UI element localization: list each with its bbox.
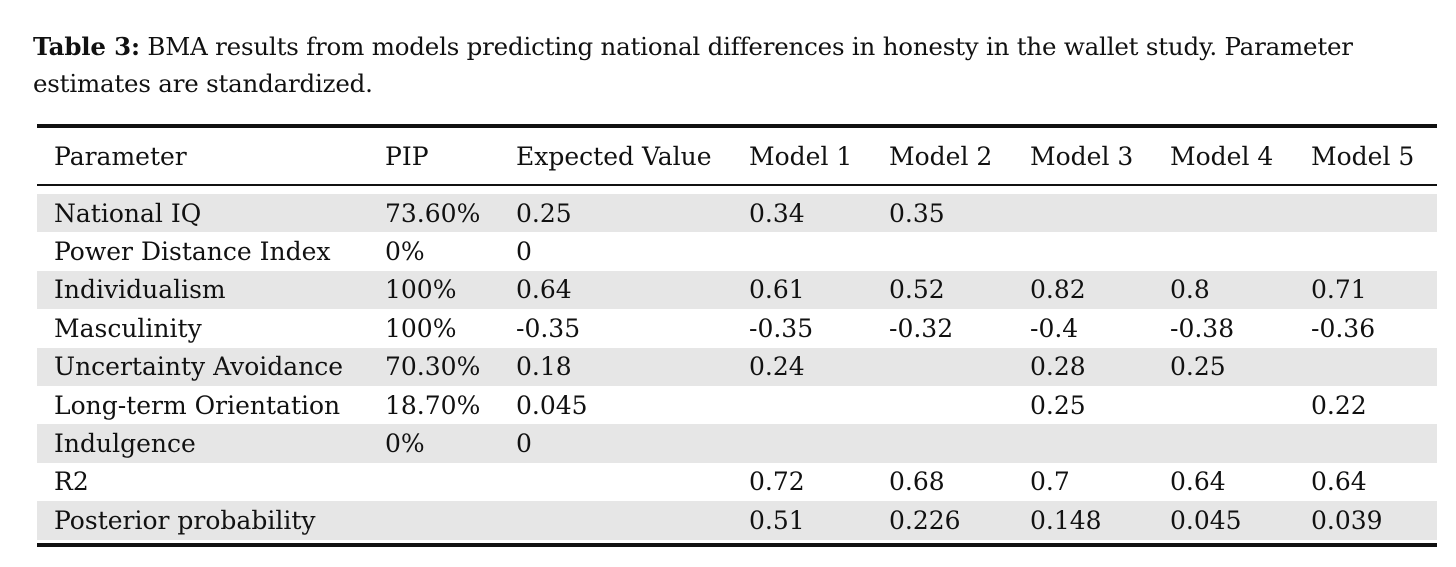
cell-model-1: 0.72 [749, 467, 805, 497]
table-row: Masculinity 100% -0.35 -0.35 -0.32 -0.4 -0.38 -… [37, 309, 1437, 347]
cell-model-3: 0.148 [1013, 501, 1153, 543]
caption-text: BMA results from models predicting natio… [33, 32, 1353, 98]
cell-parameter: Posterior probability [37, 501, 368, 543]
cell-model-3: 0.25 [1030, 390, 1086, 420]
table-header-rule [37, 184, 1437, 186]
cell-model-4: 0.64 [1170, 467, 1226, 497]
cell-model-4 [1153, 185, 1294, 233]
cell-model-4: 0.25 [1153, 347, 1294, 386]
cell-expected-value: 0.045 [516, 390, 588, 420]
cell-model-4: 0.045 [1153, 501, 1294, 543]
cell-pip: 73.60% [368, 185, 499, 233]
cell-model-5: 0.71 [1294, 270, 1437, 310]
cell-model-1 [732, 424, 872, 463]
cell-parameter: Indulgence [37, 424, 368, 463]
cell-pip: 100% [368, 270, 499, 310]
table-row: Long-term Orientation 18.70% 0.045 0.25 0.22 [37, 386, 1437, 424]
column-header-parameter: Parameter [54, 141, 187, 171]
cell-model-5: -0.36 [1311, 313, 1376, 343]
cell-pip: 0% [385, 237, 425, 267]
cell-model-5 [1294, 347, 1437, 386]
cell-pip [368, 501, 499, 543]
cell-parameter: National IQ [37, 185, 368, 233]
cell-model-3: 0.7 [1030, 467, 1070, 497]
cell-model-5: 0.22 [1311, 390, 1367, 420]
cell-model-1: 0.24 [732, 347, 872, 386]
table-row: Indulgence 0% 0 [37, 424, 1437, 463]
table-row: National IQ 73.60% 0.25 0.34 0.35 [37, 185, 1437, 233]
cell-model-4 [1153, 232, 1294, 270]
column-header-model-1: Model 1 [749, 141, 853, 171]
table-row: Posterior probability 0.51 0.226 0.148 0.045… [37, 501, 1437, 543]
cell-model-2: 0.226 [872, 501, 1013, 543]
cell-parameter: Power Distance Index [54, 237, 331, 267]
cell-model-4: 0.8 [1153, 270, 1294, 310]
cell-model-4 [1153, 424, 1294, 463]
cell-model-3 [1013, 424, 1153, 463]
table-row: Uncertainty Avoidance 70.30% 0.18 0.24 0.28 0… [37, 347, 1437, 386]
cell-model-1 [732, 232, 872, 270]
results-table: Parameter PIP Expected Value Model 1 Mod… [37, 128, 1437, 184]
column-header-expected-value: Expected Value [516, 141, 712, 171]
cell-model-2: 0.68 [889, 467, 945, 497]
cell-expected-value [499, 501, 732, 543]
cell-expected-value: 0.18 [499, 347, 732, 386]
cell-model-3 [1013, 232, 1153, 270]
column-header-model-4: Model 4 [1170, 141, 1274, 171]
cell-model-1: 0.34 [732, 185, 872, 233]
cell-parameter: Masculinity [54, 313, 202, 343]
cell-model-5 [1294, 232, 1437, 270]
table-header-row: Parameter PIP Expected Value Model 1 Mod… [37, 128, 1437, 184]
table-row: Power Distance Index 0% 0 [37, 232, 1437, 270]
results-table-body: National IQ 73.60% 0.25 0.34 0.35 Power Dista… [37, 185, 1437, 543]
cell-model-5 [1294, 424, 1437, 463]
cell-model-5: 0.039 [1294, 501, 1437, 543]
cell-model-2 [872, 386, 1013, 424]
cell-parameter: R2 [54, 467, 89, 497]
cell-model-3: -0.4 [1030, 313, 1079, 343]
cell-expected-value: 0 [499, 424, 732, 463]
cell-model-5: 0.64 [1311, 467, 1367, 497]
cell-expected-value: 0.25 [499, 185, 732, 233]
cell-expected-value: 0 [516, 237, 532, 267]
cell-model-3: 0.28 [1013, 347, 1153, 386]
cell-model-4: -0.38 [1170, 313, 1235, 343]
cell-model-3 [1013, 185, 1153, 233]
column-header-model-2: Model 2 [889, 141, 993, 171]
table-row: Individualism 100% 0.64 0.61 0.52 0.82 0.8 0.71 [37, 270, 1437, 310]
cell-expected-value: -0.35 [516, 313, 581, 343]
cell-model-2: 0.52 [872, 270, 1013, 310]
cell-model-1: 0.61 [732, 270, 872, 310]
cell-model-1 [732, 386, 872, 424]
cell-model-2: 0.35 [872, 185, 1013, 233]
cell-model-4 [1153, 386, 1294, 424]
results-table-container: Parameter PIP Expected Value Model 1 Mod… [37, 124, 1437, 547]
cell-pip: 0% [368, 424, 499, 463]
cell-pip: 100% [385, 313, 457, 343]
table-bottom-rule [37, 542, 1437, 547]
table-top-rule [37, 124, 1437, 128]
column-header-pip: PIP [385, 141, 429, 171]
column-header-model-3: Model 3 [1030, 141, 1134, 171]
cell-model-3: 0.82 [1013, 270, 1153, 310]
cell-model-2: -0.32 [889, 313, 954, 343]
cell-expected-value [499, 463, 732, 501]
cell-model-2 [872, 347, 1013, 386]
cell-model-5 [1294, 185, 1437, 233]
table-caption: Table 3: BMA results from models predict… [33, 28, 1443, 102]
table-row: R2 0.72 0.68 0.7 0.64 0.64 [37, 463, 1437, 501]
cell-parameter: Long-term Orientation [54, 390, 341, 420]
cell-pip: 18.70% [385, 390, 481, 420]
cell-expected-value: 0.64 [499, 270, 732, 310]
cell-model-2 [872, 232, 1013, 270]
cell-pip: 70.30% [368, 347, 499, 386]
cell-model-2 [872, 424, 1013, 463]
cell-model-1: 0.51 [732, 501, 872, 543]
cell-parameter: Uncertainty Avoidance [37, 347, 368, 386]
cell-model-1: -0.35 [749, 313, 814, 343]
cell-parameter: Individualism [37, 270, 368, 310]
column-header-model-5: Model 5 [1311, 141, 1415, 171]
caption-label: Table 3: [33, 32, 140, 61]
cell-pip [368, 463, 499, 501]
